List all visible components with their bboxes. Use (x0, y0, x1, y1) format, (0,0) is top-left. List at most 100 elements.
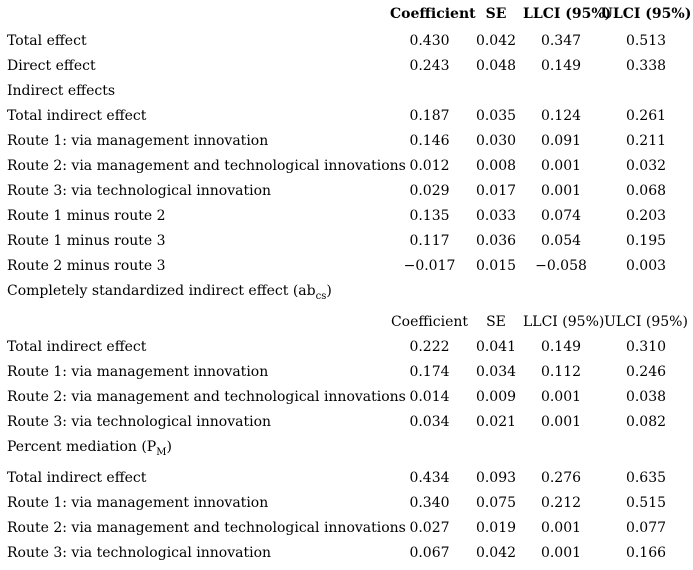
row-label-text: Route 2: via management and technologica… (7, 520, 406, 536)
row-label: Indirect effects (0, 79, 390, 104)
table-row: Total indirect effect 0.187 0.035 0.124 … (0, 104, 693, 129)
column-header-coefficient: Coefficient (390, 314, 469, 330)
header-row-bold: Coefficient SE LLCI (95%) ULCI (95%) (0, 0, 693, 29)
row-label-text: Route 2: via management and technologica… (7, 389, 406, 405)
row-label: Total indirect effect (0, 335, 390, 360)
llci-cell: 0.149 (540, 339, 582, 355)
row-label: Route 3: via technological innovation (0, 410, 390, 435)
se-cell: 0.041 (475, 339, 517, 355)
llci-cell: 0.124 (540, 108, 582, 124)
row-label: Total effect (0, 29, 390, 54)
coefficient-cell: 0.243 (409, 58, 450, 74)
row-label: Route 2: via management and technologica… (0, 516, 406, 541)
ulci-cell: 0.515 (625, 495, 667, 511)
section-label-row: Completely standardized indirect effect … (0, 279, 693, 304)
coefficient-cell (390, 279, 469, 304)
row-label: Route 2 minus route 3 (0, 254, 390, 279)
table-row: Route 1 minus route 3 0.117 0.036 0.054 … (0, 229, 693, 254)
row-label-text: Route 1 minus route 2 (7, 208, 166, 224)
row-label-text: Route 1: via management innovation (7, 495, 269, 511)
row-label-text: Total indirect effect (7, 108, 147, 124)
row-label: Route 1 minus route 2 (0, 204, 390, 229)
ulci-cell: 0.261 (625, 108, 667, 124)
row-label-text: Route 1: via management innovation (7, 133, 269, 149)
row-label: Route 1: via management innovation (0, 360, 390, 385)
coefficient-cell: 0.117 (409, 233, 450, 249)
ulci-cell: 0.068 (625, 183, 667, 199)
llci-cell: 0.091 (540, 133, 582, 149)
coefficient-cell: 0.034 (409, 414, 450, 430)
se-cell: 0.093 (475, 470, 517, 486)
se-cell: 0.008 (475, 158, 517, 174)
column-header-llci: LLCI (95%) (523, 314, 605, 330)
llci-cell: 0.001 (540, 545, 582, 561)
llci-cell: 0.347 (540, 33, 582, 49)
row-label: Percent mediation (PM) (0, 435, 390, 460)
llci-cell: 0.112 (540, 364, 582, 380)
row-label: Route 2: via management and technologica… (0, 385, 406, 410)
row-label-suffix: ) (166, 439, 172, 455)
se-cell: 0.075 (475, 495, 517, 511)
coefficient-cell (390, 435, 469, 460)
ulci-cell: 0.513 (625, 33, 667, 49)
table-row: Direct effect 0.243 0.048 0.149 0.338 (0, 54, 693, 79)
ulci-cell: 0.203 (625, 208, 667, 224)
row-label-text: Percent mediation (P (7, 439, 157, 455)
llci-cell: 0.001 (540, 183, 582, 199)
coefficient-cell: 0.029 (409, 183, 450, 199)
se-cell: 0.042 (475, 33, 517, 49)
table-row: Total indirect effect 0.434 0.093 0.276 … (0, 466, 693, 491)
table-row: Route 1: via management innovation 0.146… (0, 129, 693, 154)
se-cell (469, 435, 523, 460)
se-cell: 0.009 (475, 389, 517, 405)
se-cell: 0.036 (475, 233, 517, 249)
table-row: Route 2 minus route 3 −0.017 0.015 −0.05… (0, 254, 693, 279)
coefficient-cell: 0.434 (409, 470, 450, 486)
row-label-text: Route 3: via technological innovation (7, 183, 272, 199)
column-header-coefficient: Coefficient (390, 6, 476, 22)
row-label-text: Completely standardized indirect effect … (7, 283, 316, 299)
ulci-cell (599, 79, 693, 104)
header-empty-cell (0, 310, 390, 335)
row-label: Route 1 minus route 3 (0, 229, 390, 254)
row-label-text: Direct effect (7, 58, 96, 74)
ulci-cell: 0.211 (625, 133, 667, 149)
column-header-llci: LLCI (95%) (523, 6, 612, 22)
row-label: Route 1: via management innovation (0, 129, 390, 154)
table-row: Total effect 0.430 0.042 0.347 0.513 (0, 29, 693, 54)
table-row: Route 1: via management innovation 0.340… (0, 491, 693, 516)
llci-cell: 0.074 (540, 208, 582, 224)
se-cell: 0.042 (475, 545, 517, 561)
coefficient-cell: 0.146 (409, 133, 450, 149)
llci-cell: 0.001 (540, 158, 582, 174)
row-label: Total indirect effect (0, 466, 390, 491)
row-label: Route 3: via technological innovation (0, 541, 390, 566)
llci-cell (523, 279, 599, 304)
ulci-cell: 0.166 (625, 545, 667, 561)
llci-cell (523, 79, 599, 104)
row-label: Route 1: via management innovation (0, 491, 390, 516)
se-cell: 0.034 (475, 364, 517, 380)
column-header-ulci: ULCI (95%) (600, 6, 692, 22)
llci-cell: 0.212 (540, 495, 582, 511)
coefficient-cell (390, 79, 469, 104)
coefficient-cell: 0.222 (409, 339, 450, 355)
row-label: Completely standardized indirect effect … (0, 279, 390, 304)
coefficient-cell: 0.135 (409, 208, 450, 224)
ulci-cell: 0.082 (625, 414, 667, 430)
ulci-cell: 0.032 (625, 158, 667, 174)
table-row: Route 2: via management and technologica… (0, 154, 693, 179)
se-cell (469, 279, 523, 304)
row-label-text: Route 3: via technological innovation (7, 414, 272, 430)
ulci-cell: 0.195 (625, 233, 667, 249)
row-label-text: Total indirect effect (7, 470, 147, 486)
table-row: Route 2: via management and technologica… (0, 385, 693, 410)
llci-cell: 0.149 (540, 58, 582, 74)
se-cell (469, 79, 523, 104)
se-cell: 0.019 (475, 520, 517, 536)
row-label-text: Total effect (7, 33, 87, 49)
coefficient-cell: −0.017 (403, 258, 456, 274)
table-row: Route 1: via management innovation 0.174… (0, 360, 693, 385)
table-row: Route 3: via technological innovation 0.… (0, 179, 693, 204)
ulci-cell (599, 279, 693, 304)
